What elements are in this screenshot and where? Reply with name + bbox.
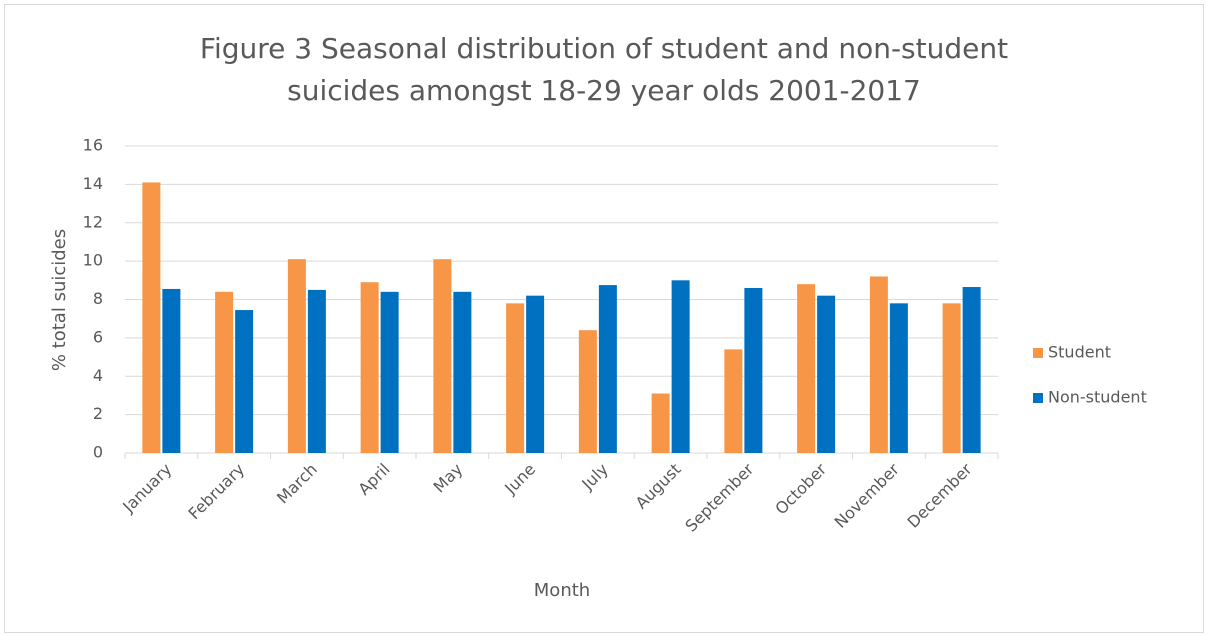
bar <box>671 280 690 453</box>
bar <box>744 287 763 453</box>
y-tick-label: 16 <box>83 136 103 155</box>
bar <box>578 330 597 453</box>
bar <box>724 349 743 453</box>
bar <box>360 282 379 453</box>
bar <box>287 259 306 453</box>
y-tick-label: 12 <box>83 212 103 231</box>
y-tick-label: 2 <box>93 404 103 423</box>
legend-swatch <box>1033 393 1043 403</box>
y-tick-label: 14 <box>83 174 103 193</box>
bar <box>433 259 452 453</box>
bar <box>307 289 326 453</box>
y-tick-label: 4 <box>93 366 103 385</box>
y-tick-label: 6 <box>93 327 103 346</box>
y-axis-title: % total suicides <box>49 229 70 371</box>
bar <box>797 284 816 453</box>
bar <box>142 182 161 454</box>
bar <box>526 295 545 453</box>
bar <box>962 287 981 453</box>
bar <box>598 285 617 453</box>
bar <box>942 303 961 453</box>
bar <box>235 310 254 453</box>
bar <box>817 295 836 453</box>
bar <box>162 288 181 453</box>
bar <box>453 291 472 453</box>
y-tick-label: 10 <box>83 251 103 270</box>
x-axis-title: Month <box>534 580 590 601</box>
bar <box>380 291 399 453</box>
bar <box>506 303 525 453</box>
legend-label: Student <box>1048 343 1111 362</box>
bar <box>215 291 234 453</box>
legend-label: Non-student <box>1048 388 1147 407</box>
chart-title: Figure 3 Seasonal distribution of studen… <box>199 32 1009 107</box>
bar <box>651 393 670 453</box>
y-tick-label: 8 <box>93 289 103 308</box>
bar <box>889 303 908 453</box>
y-tick-label: 0 <box>93 443 103 462</box>
legend-swatch <box>1033 348 1043 358</box>
bar <box>869 276 888 453</box>
